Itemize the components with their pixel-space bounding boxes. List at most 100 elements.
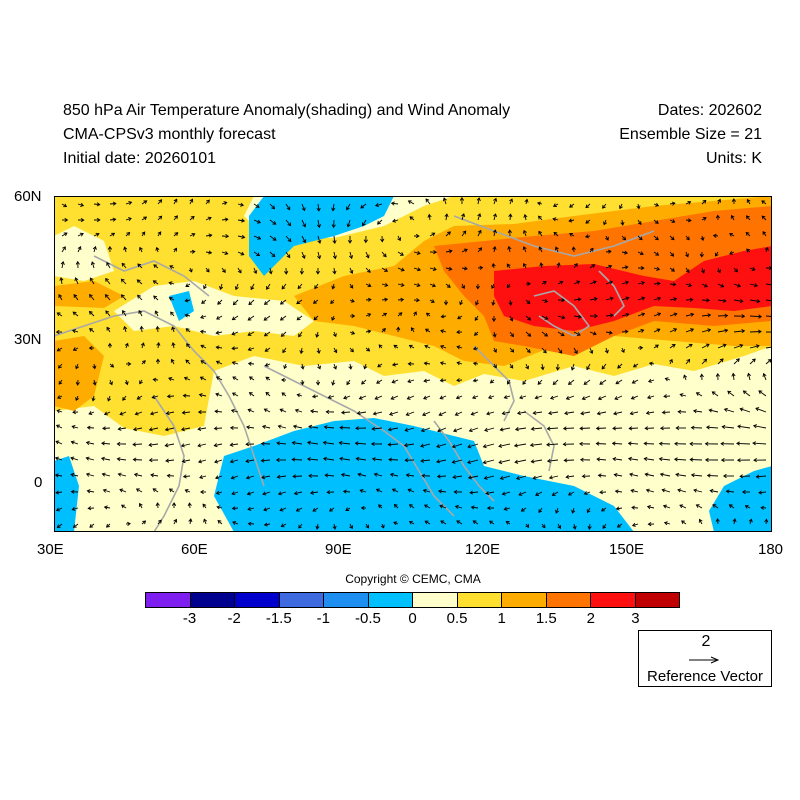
wind-arrowhead-712 — [643, 441, 648, 446]
wind-arrowhead-411 — [156, 341, 161, 346]
wind-arrowhead-866 — [231, 506, 236, 511]
wind-arrowhead-613 — [501, 411, 506, 416]
wind-arrowhead-763 — [736, 458, 741, 463]
wind-arrowhead-405 — [56, 347, 61, 352]
wind-arrowhead-126 — [638, 236, 643, 241]
wind-arrowhead-427 — [408, 344, 413, 349]
units-label: Units: K — [705, 150, 762, 167]
wind-arrow-622 — [646, 411, 655, 414]
wind-arrow-674 — [753, 425, 767, 429]
wind-arrow-589 — [119, 411, 127, 416]
wind-arrow-538 — [747, 373, 751, 381]
wind-arrowhead-683 — [180, 443, 185, 448]
wind-arrowhead-138 — [107, 245, 113, 250]
wind-arrow-149 — [285, 251, 291, 258]
wind-arrowhead-499 — [124, 381, 129, 386]
wind-arrowhead-693 — [338, 440, 343, 446]
wind-arrowhead-313 — [756, 299, 761, 304]
wind-arrow-21 — [391, 202, 399, 205]
wind-arrowhead-646 — [308, 424, 313, 429]
wind-arrow-598 — [264, 408, 271, 413]
wind-arrow-771 — [150, 474, 159, 477]
wind-arrowhead-350 — [625, 312, 630, 317]
wind-arrowhead-458 — [185, 359, 190, 364]
wind-arrowhead-933 — [587, 525, 592, 530]
wind-arrowhead-23 — [425, 198, 430, 203]
wind-arrow-515 — [376, 379, 383, 384]
wind-arrow-264 — [685, 283, 692, 287]
lat-tick-30n: 30N — [14, 331, 42, 348]
wind-arrowhead-92 — [95, 232, 100, 237]
wind-arrowhead-47 — [96, 217, 101, 223]
wind-arrow-362 — [89, 328, 95, 333]
wind-arrow-599 — [280, 408, 287, 413]
wind-arrow-531 — [632, 379, 639, 384]
wind-arrowhead-767 — [85, 472, 90, 477]
wind-arrow-438 — [589, 347, 593, 354]
wind-arrow-833 — [423, 489, 431, 493]
wind-arrowhead-745 — [451, 459, 456, 464]
wind-arrow-103 — [269, 235, 277, 241]
wind-arrow-630 — [56, 424, 63, 429]
wind-arrowhead-803 — [659, 472, 664, 477]
wind-arrowhead-816 — [152, 488, 157, 492]
wind-arrowhead-682 — [164, 443, 169, 448]
wind-arrowhead-923 — [424, 520, 429, 525]
wind-arrowhead-346 — [561, 315, 566, 320]
wind-arrow-231 — [153, 280, 159, 285]
wind-arrowhead-583 — [742, 390, 747, 395]
colorbar-label-0: -3 — [182, 610, 197, 627]
wind-arrow-55 — [221, 218, 228, 221]
wind-arrowhead-125 — [622, 236, 627, 241]
wind-arrowhead-188 — [188, 268, 193, 273]
wind-arrow-77 — [569, 219, 575, 222]
wind-arrow-466 — [317, 363, 321, 369]
wind-arrow-893 — [663, 505, 671, 509]
wind-arrow-564 — [440, 395, 447, 399]
wind-arrowhead-115 — [462, 230, 467, 235]
wind-arrowhead-544 — [122, 396, 126, 401]
wind-arrowhead-520 — [456, 378, 461, 383]
wind-arrowhead-635 — [132, 427, 137, 432]
wind-arrowhead-118 — [507, 229, 512, 234]
wind-arrow-213 — [589, 264, 595, 269]
wind-arrow-200 — [381, 267, 388, 272]
map-border — [54, 196, 772, 532]
wind-arrowhead-636 — [148, 427, 153, 432]
wind-arrowhead-783 — [340, 472, 345, 478]
wind-arrow-79 — [603, 219, 607, 225]
wind-arrow-910 — [217, 520, 223, 525]
wind-arrowhead-330 — [296, 316, 301, 321]
wind-arrowhead-216 — [640, 266, 645, 271]
wind-arrow-59 — [285, 219, 291, 226]
wind-arrow-286 — [313, 299, 319, 304]
wind-arrow-321 — [155, 310, 159, 317]
wind-arrow-502 — [168, 377, 175, 381]
wind-arrowhead-265 — [703, 283, 708, 288]
wind-arrowhead-686 — [229, 442, 234, 447]
wind-arrow-759 — [674, 458, 687, 461]
wind-arrowhead-703 — [498, 443, 503, 448]
wind-arrow-391 — [557, 331, 565, 336]
wind-arrow-484 — [601, 363, 607, 370]
wind-arrowhead-924 — [440, 520, 445, 525]
wind-arrowhead-199 — [366, 269, 371, 273]
wind-arrowhead-888 — [586, 509, 591, 514]
wind-arrow-587 — [88, 411, 95, 415]
wind-arrow-41 — [717, 199, 721, 205]
wind-arrowhead-552 — [248, 392, 253, 396]
wind-arrowhead-328 — [263, 316, 268, 321]
wind-arrow-308 — [669, 298, 677, 301]
wind-arrowhead-41 — [717, 198, 722, 203]
lon-tick-60e: 60E — [181, 541, 208, 558]
wind-arrow-75 — [538, 215, 543, 221]
wind-arrowhead-672 — [721, 424, 726, 430]
wind-arrowhead-419 — [282, 349, 286, 354]
wind-arrowhead-675 — [55, 440, 60, 445]
wind-arrowhead-673 — [737, 424, 741, 429]
wind-arrowhead-877 — [408, 504, 413, 508]
wind-arrowhead-942 — [732, 518, 737, 523]
wind-arrow-52 — [173, 215, 178, 221]
wind-arrow-516 — [392, 379, 399, 383]
wind-arrowhead-757 — [643, 456, 648, 461]
